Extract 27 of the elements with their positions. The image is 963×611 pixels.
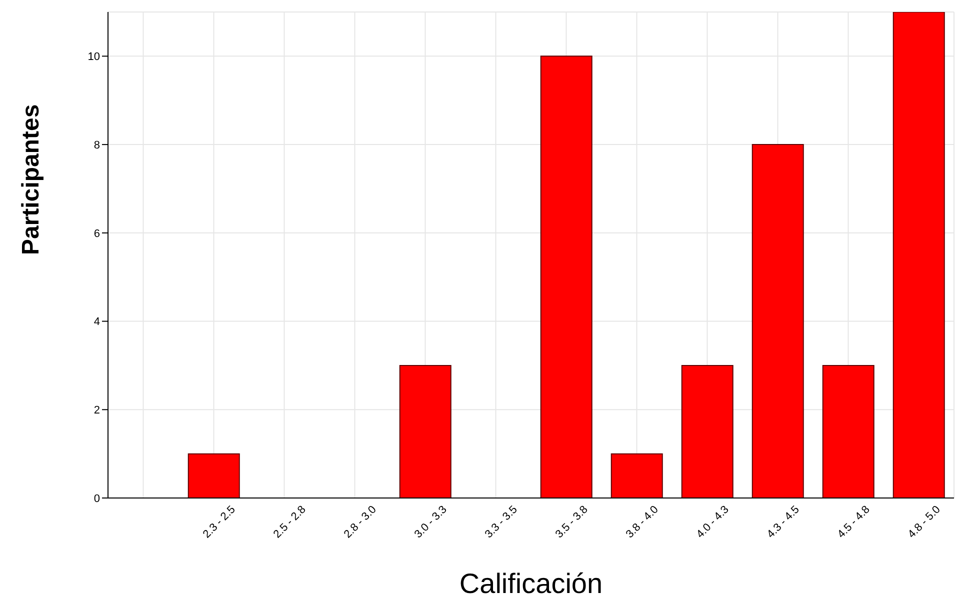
x-tick-label: 3.0 - 3.3 bbox=[412, 504, 450, 541]
bar bbox=[892, 12, 945, 498]
x-tick-label: 4.3 - 4.5 bbox=[764, 504, 802, 541]
y-tick-label: 8 bbox=[94, 139, 100, 152]
y-tick-label: 6 bbox=[94, 228, 100, 240]
x-tick-label: 3.5 - 3.8 bbox=[553, 504, 590, 541]
x-tick-label: 2.8 - 3.0 bbox=[342, 504, 379, 541]
y-tick-label: 4 bbox=[94, 316, 100, 328]
y-axis-title: Participantes bbox=[18, 104, 45, 255]
bar bbox=[610, 453, 663, 498]
y-tick-label: 0 bbox=[94, 492, 100, 505]
bar bbox=[681, 364, 734, 498]
bar bbox=[822, 364, 874, 498]
x-tick-label: 3.8 - 4.0 bbox=[624, 504, 661, 541]
bar bbox=[399, 364, 452, 498]
x-tick-label: 4.8 - 5.0 bbox=[906, 504, 943, 541]
x-tick-label: 2.5 - 2.8 bbox=[271, 504, 308, 541]
x-axis-title: Calificación bbox=[459, 568, 603, 599]
bar bbox=[188, 453, 240, 498]
x-tick-label: 3.3 - 3.5 bbox=[482, 504, 520, 541]
x-tick-label: 2.3 - 2.5 bbox=[200, 504, 238, 541]
bar bbox=[752, 144, 804, 498]
y-tick-label: 10 bbox=[88, 51, 100, 64]
bar bbox=[540, 56, 592, 498]
x-tick-label: 4.0 - 4.3 bbox=[694, 504, 732, 541]
y-tick-label: 2 bbox=[94, 404, 100, 417]
x-tick-label: 4.5 - 4.8 bbox=[835, 504, 872, 541]
